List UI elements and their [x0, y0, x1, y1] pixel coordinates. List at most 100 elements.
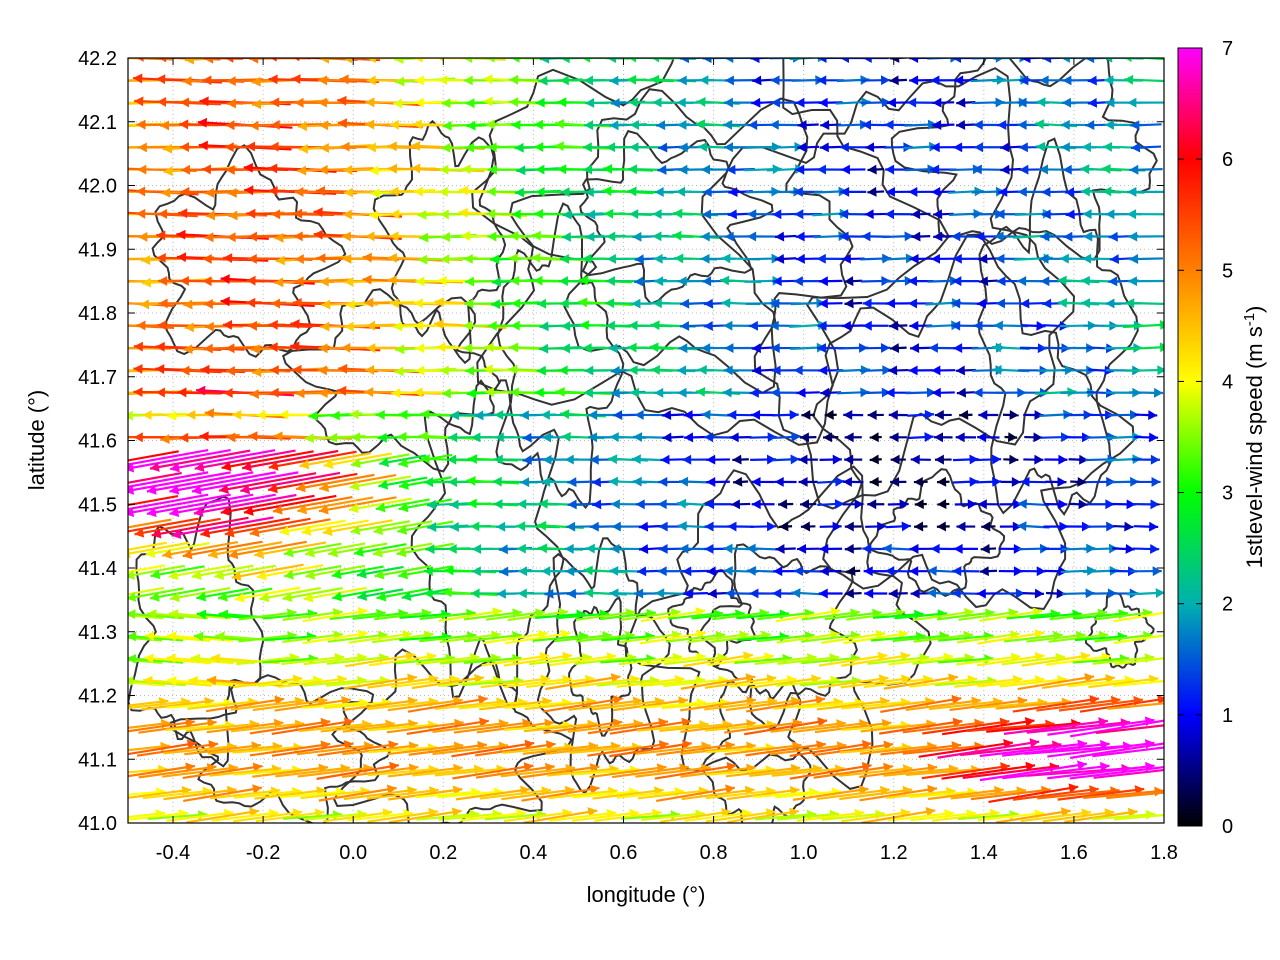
wind-arrow	[798, 476, 818, 487]
colorbar-label-main: 1stlevel-wind speed (m s	[1242, 326, 1267, 568]
wind-arrow	[931, 365, 956, 376]
colorbar-ticks: 0 1 2 3 4 5 6 7	[1178, 38, 1233, 838]
wind-arrow	[798, 454, 818, 465]
wind-arrow	[683, 432, 708, 443]
wind-arrow	[256, 564, 324, 581]
wind-arrow	[789, 761, 872, 780]
wind-arrow	[348, 497, 412, 514]
wind-arrow	[861, 343, 891, 353]
wind-arrow	[844, 276, 863, 287]
wind-arrow	[271, 717, 354, 736]
wind-arrow	[249, 518, 331, 538]
wind-arrow	[662, 432, 684, 443]
wind-arrow	[660, 454, 686, 465]
wind-arrow	[1125, 298, 1164, 309]
y-tick-label: 41.1	[78, 749, 117, 771]
colorbar-label-end: )	[1242, 306, 1267, 313]
wind-arrow	[398, 565, 453, 580]
contour-line	[410, 379, 565, 711]
wind-arrow	[1068, 454, 1089, 465]
wind-arrow	[128, 448, 231, 473]
wind-arrow	[889, 320, 908, 331]
wind-arrow	[819, 566, 842, 577]
wind-arrow	[907, 97, 935, 108]
wind-arrow	[128, 518, 172, 529]
y-tick-label: 42.2	[78, 48, 117, 70]
wind-arrow	[704, 432, 733, 443]
wind-arrow	[730, 499, 751, 510]
wind-arrow	[1024, 432, 1043, 443]
wind-arrow	[1127, 588, 1164, 599]
wind-arrow	[937, 499, 950, 510]
wind-arrow	[231, 563, 304, 581]
wind-arrow	[823, 432, 839, 443]
wind-arrow	[1003, 454, 1019, 465]
wind-arrow	[134, 517, 221, 538]
x-tick-label: 1.2	[880, 842, 908, 864]
wind-arrow	[1022, 588, 1045, 599]
wind-arrow	[937, 476, 950, 487]
wind-arrow	[724, 75, 757, 86]
wind-arrow	[793, 365, 823, 376]
wind-arrow	[747, 231, 780, 242]
wind-arrow	[1069, 766, 1164, 780]
wind-arrow	[373, 520, 433, 536]
x-tick-label: -0.4	[156, 842, 190, 864]
y-tick-label: 41.0	[78, 813, 117, 835]
wind-arrow	[861, 75, 891, 86]
wind-arrow	[191, 471, 299, 495]
wind-arrow	[933, 231, 954, 242]
wind-arrow	[338, 363, 423, 374]
wind-arrow	[182, 762, 263, 780]
wind-arrow	[1129, 254, 1163, 264]
colorbar-label-superscript: -1	[1241, 313, 1258, 326]
contour-line	[536, 537, 671, 795]
wind-arrow	[974, 142, 1003, 153]
wind-arrow	[744, 717, 828, 736]
wind-arrow	[988, 783, 1079, 804]
wind-arrow	[1000, 476, 1021, 487]
wind-arrow	[171, 516, 274, 540]
wind-arrow	[705, 499, 732, 510]
wind-arrow	[841, 320, 865, 331]
wind-arrow	[388, 807, 462, 823]
x-tick-label: 1.6	[1060, 842, 1088, 864]
wind-arrow	[1017, 498, 1050, 509]
wind-arrow	[1127, 97, 1164, 108]
wind-arrow	[975, 454, 1002, 465]
wind-arrow	[977, 499, 999, 510]
wind-arrow	[797, 120, 819, 130]
wind-arrow	[976, 588, 1000, 599]
wind-arrow	[777, 499, 794, 510]
x-tick-label: 0.4	[519, 842, 547, 864]
wind-arrow	[1122, 342, 1164, 353]
wind-arrow	[869, 454, 882, 465]
wind-arrow	[842, 499, 864, 510]
wind-arrow	[293, 58, 380, 62]
wind-arrow	[654, 761, 737, 780]
wind-arrow	[860, 97, 891, 108]
wind-arrow	[1004, 432, 1018, 443]
wind-arrow	[885, 298, 911, 309]
wind-arrow	[186, 807, 260, 823]
wind-arrow	[1086, 521, 1116, 532]
wind-arrow	[1128, 231, 1164, 242]
wind-arrow	[930, 142, 956, 153]
wind-arrow	[1107, 702, 1164, 710]
wind-arrow	[295, 473, 375, 493]
wind-arrow	[193, 493, 297, 517]
wind-arrow	[1023, 454, 1044, 465]
wind-arrow	[1095, 724, 1164, 735]
contour-line	[281, 288, 501, 473]
wind-arrow	[746, 695, 826, 713]
wind-arrow	[1093, 768, 1164, 779]
wind-arrow	[844, 521, 862, 532]
wind-arrow	[885, 566, 912, 577]
wind-arrow	[751, 97, 776, 108]
wind-arrow	[1125, 365, 1164, 376]
wind-arrow	[751, 410, 776, 420]
wind-arrow	[611, 521, 645, 532]
wind-arrow	[1069, 742, 1164, 759]
wind-arrow	[1129, 164, 1163, 175]
wind-arrow	[682, 566, 709, 577]
